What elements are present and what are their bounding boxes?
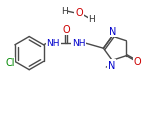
Text: O: O [62, 25, 70, 35]
Text: O: O [133, 56, 141, 66]
Text: H: H [88, 15, 95, 24]
Text: Cl: Cl [5, 58, 15, 68]
Text: H: H [61, 7, 68, 16]
Text: NH: NH [72, 39, 85, 48]
Text: NH: NH [47, 39, 60, 48]
Text: N: N [109, 27, 117, 37]
Text: O: O [75, 8, 83, 18]
Text: N: N [107, 61, 115, 70]
